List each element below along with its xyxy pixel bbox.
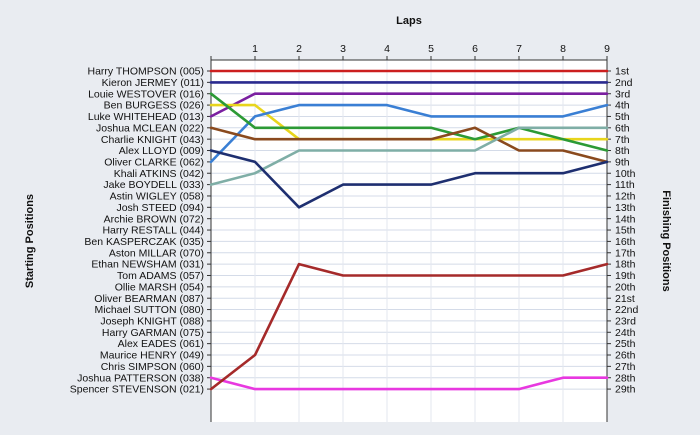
finishing-position-label: 16th <box>615 236 636 248</box>
starting-position-label: Oliver CLARKE (062) <box>104 156 204 168</box>
position-line <box>209 126 609 164</box>
starting-position-label: Harry THOMPSON (005) <box>88 66 205 78</box>
x-tick-label: 1 <box>252 43 258 55</box>
starting-position-label: Aston MILLAR (070) <box>109 247 204 259</box>
finishing-position-label: 23rd <box>615 316 636 328</box>
starting-position-label: Joshua PATTERSON (038) <box>77 372 204 384</box>
starting-position-label: Archie BROWN (072) <box>104 213 204 225</box>
starting-position-label: Jake BOYDELL (033) <box>103 179 204 191</box>
finishing-position-label: 17th <box>615 247 636 259</box>
starting-position-label: Spencer STEVENSON (021) <box>70 384 204 396</box>
finishing-position-label: 27th <box>615 361 636 373</box>
starting-position-label: Astin WIGLEY (058) <box>110 191 204 203</box>
starting-position-label: Joshua MCLEAN (022) <box>96 122 204 134</box>
starting-position-label: Chris SIMPSON (060) <box>101 361 204 373</box>
finishing-position-label: 15th <box>615 225 636 237</box>
position-line <box>209 92 609 152</box>
starting-position-label: Joseph KNIGHT (088) <box>100 316 204 328</box>
finishing-position-label: 21st <box>615 293 635 305</box>
x-tick-label: 3 <box>340 43 346 55</box>
finishing-position-label: 18th <box>615 259 636 271</box>
finishing-position-label: 1st <box>615 66 629 78</box>
starting-position-label: Harry RESTALL (044) <box>102 225 204 237</box>
finishing-position-label: 19th <box>615 270 636 282</box>
starting-position-label: Tom ADAMS (057) <box>117 270 204 282</box>
finishing-position-label: 20th <box>615 281 636 293</box>
left-axis-title: Starting Positions <box>24 194 36 288</box>
starting-position-label: Kieron JERMEY (011) <box>102 77 204 89</box>
starting-position-label: Khali ATKINS (042) <box>114 168 204 180</box>
finishing-position-label: 3rd <box>615 88 630 100</box>
starting-position-label: Oliver BEARMAN (087) <box>94 293 204 305</box>
right-axis-title: Finishing Positions <box>660 190 672 291</box>
starting-position-label: Josh STEED (094) <box>116 202 204 214</box>
starting-position-label: Louie WESTOVER (016) <box>88 88 204 100</box>
finishing-position-label: 26th <box>615 350 636 362</box>
finishing-position-label: 9th <box>615 156 630 168</box>
finishing-position-label: 24th <box>615 327 636 339</box>
starting-position-label: Maurice HENRY (049) <box>100 350 204 362</box>
x-tick-label: 7 <box>516 43 522 55</box>
position-line <box>209 103 609 164</box>
x-tick-label: 9 <box>604 43 610 55</box>
x-axis-title: Laps <box>396 15 422 27</box>
starting-position-label: Ethan NEWSHAM (031) <box>91 259 204 271</box>
x-tick-label: 2 <box>296 43 302 55</box>
starting-position-label: Ben KASPERCZAK (035) <box>84 236 204 248</box>
finishing-position-label: 29th <box>615 384 636 396</box>
finishing-position-label: 5th <box>615 111 630 123</box>
starting-position-label: Michael SUTTON (080) <box>94 304 204 316</box>
x-tick-label: 5 <box>428 43 434 55</box>
finishing-position-label: 25th <box>615 338 636 350</box>
finishing-position-label: 13th <box>615 202 636 214</box>
finishing-position-label: 12th <box>615 191 636 203</box>
starting-position-label: Ollie MARSH (054) <box>115 281 204 293</box>
finishing-position-label: 14th <box>615 213 636 225</box>
x-tick-label: 4 <box>384 43 390 55</box>
x-tick-label: 8 <box>560 43 566 55</box>
starting-position-label: Luke WHITEHEAD (013) <box>88 111 204 123</box>
position-line <box>209 376 609 391</box>
starting-position-label: Charlie KNIGHT (043) <box>101 134 204 146</box>
finishing-position-label: 10th <box>615 168 636 180</box>
finishing-position-label: 11th <box>615 179 635 191</box>
starting-position-label: Alex EADES (061) <box>118 338 204 350</box>
finishing-position-label: 8th <box>615 145 630 157</box>
starting-position-label: Harry GARMAN (075) <box>102 327 204 339</box>
starting-position-label: Ben BURGESS (026) <box>104 100 204 112</box>
position-line <box>209 262 609 391</box>
position-line <box>209 92 609 118</box>
finishing-position-label: 4th <box>615 100 630 112</box>
starting-position-label: Alex LLOYD (009) <box>119 145 204 157</box>
finishing-position-label: 28th <box>615 372 636 384</box>
x-tick-label: 6 <box>472 43 478 55</box>
finishing-position-label: 22nd <box>615 304 639 316</box>
position-line <box>209 126 609 186</box>
position-line <box>209 149 609 209</box>
finishing-position-label: 2nd <box>615 77 633 89</box>
finishing-position-label: 7th <box>615 134 630 146</box>
finishing-position-label: 6th <box>615 122 630 134</box>
